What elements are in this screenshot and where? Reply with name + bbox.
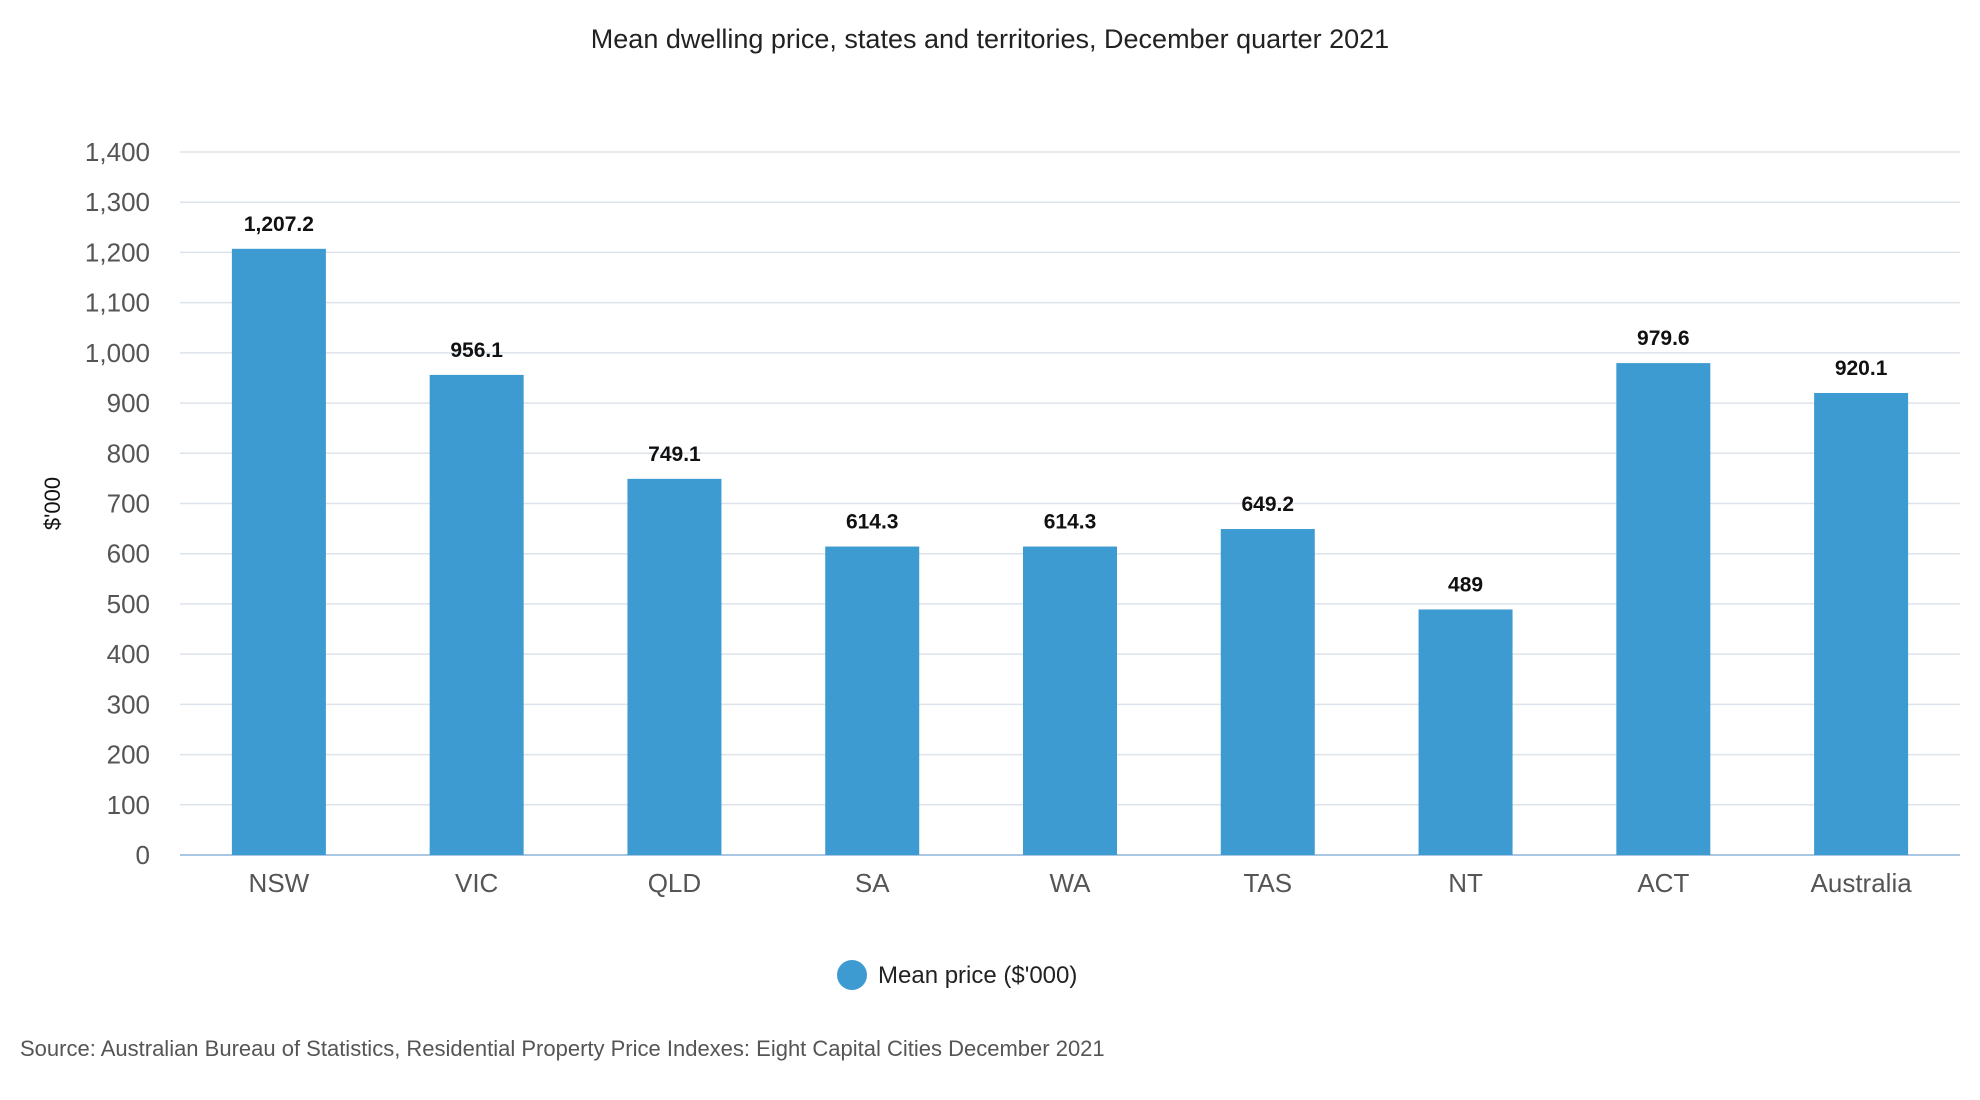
source-note: Source: Australian Bureau of Statistics,… <box>20 1036 1105 1061</box>
y-tick-label: 1,100 <box>85 288 150 318</box>
y-axis-ticks: 0 100 200 300 400 500 600 700 800 900 1,000 1,100 1,… <box>85 137 150 870</box>
x-category-label: NT <box>1448 868 1483 898</box>
data-label: 614.3 <box>846 511 899 534</box>
bar-vic[interactable] <box>429 374 524 855</box>
y-tick-label: 1,200 <box>85 237 150 267</box>
y-tick-label: 800 <box>107 438 150 468</box>
bar-sa[interactable] <box>825 546 920 855</box>
data-label: 1,207.2 <box>244 213 314 236</box>
y-tick-label: 1,300 <box>85 187 150 217</box>
y-axis-title: $'000 <box>40 477 65 530</box>
x-category-label: VIC <box>455 868 498 898</box>
data-label: 749.1 <box>648 443 701 466</box>
data-labels: 1,207.2 956.1 749.1 614.3 614.3 649.2 489 979.6… <box>244 213 1888 597</box>
x-category-label: WA <box>1050 868 1092 898</box>
x-category-label: SA <box>855 868 890 898</box>
y-tick-label: 700 <box>107 489 150 519</box>
bar-wa[interactable] <box>1023 546 1117 855</box>
x-category-label: TAS <box>1243 868 1292 898</box>
bar-act[interactable] <box>1616 363 1711 855</box>
y-tick-label: 500 <box>107 589 150 619</box>
bar-tas[interactable] <box>1220 529 1315 855</box>
y-tick-label: 0 <box>136 840 150 870</box>
y-tick-label: 200 <box>107 740 150 770</box>
data-label: 920.1 <box>1835 357 1888 380</box>
bar-qld[interactable] <box>627 478 722 855</box>
y-tick-label: 1,400 <box>85 137 150 167</box>
legend-label[interactable]: Mean price ($'000) <box>878 962 1077 989</box>
y-tick-label: 600 <box>107 539 150 569</box>
bar-australia[interactable] <box>1814 392 1909 855</box>
x-category-label: QLD <box>648 868 701 898</box>
bars <box>231 248 1909 856</box>
y-tick-label: 100 <box>107 790 150 820</box>
data-label: 649.2 <box>1241 493 1294 516</box>
data-label: 489 <box>1448 573 1483 596</box>
y-tick-label: 900 <box>107 388 150 418</box>
bar-nsw[interactable] <box>231 248 326 856</box>
x-category-label: Australia <box>1811 868 1913 898</box>
data-label: 956.1 <box>450 339 503 362</box>
legend-swatch-icon[interactable] <box>837 960 867 990</box>
y-tick-label: 300 <box>107 689 150 719</box>
x-category-label: ACT <box>1637 868 1689 898</box>
y-tick-label: 1,000 <box>85 338 150 368</box>
data-label: 614.3 <box>1044 511 1097 534</box>
x-category-label: NSW <box>249 868 310 898</box>
data-label: 979.6 <box>1637 327 1690 350</box>
legend[interactable]: Mean price ($'000) <box>837 960 1077 990</box>
x-axis-categories: NSW VIC QLD SA WA TAS NT ACT Australia <box>249 868 1913 898</box>
chart-title: Mean dwelling price, states and territor… <box>591 24 1389 54</box>
y-tick-label: 400 <box>107 639 150 669</box>
bar-nt[interactable] <box>1418 609 1513 855</box>
